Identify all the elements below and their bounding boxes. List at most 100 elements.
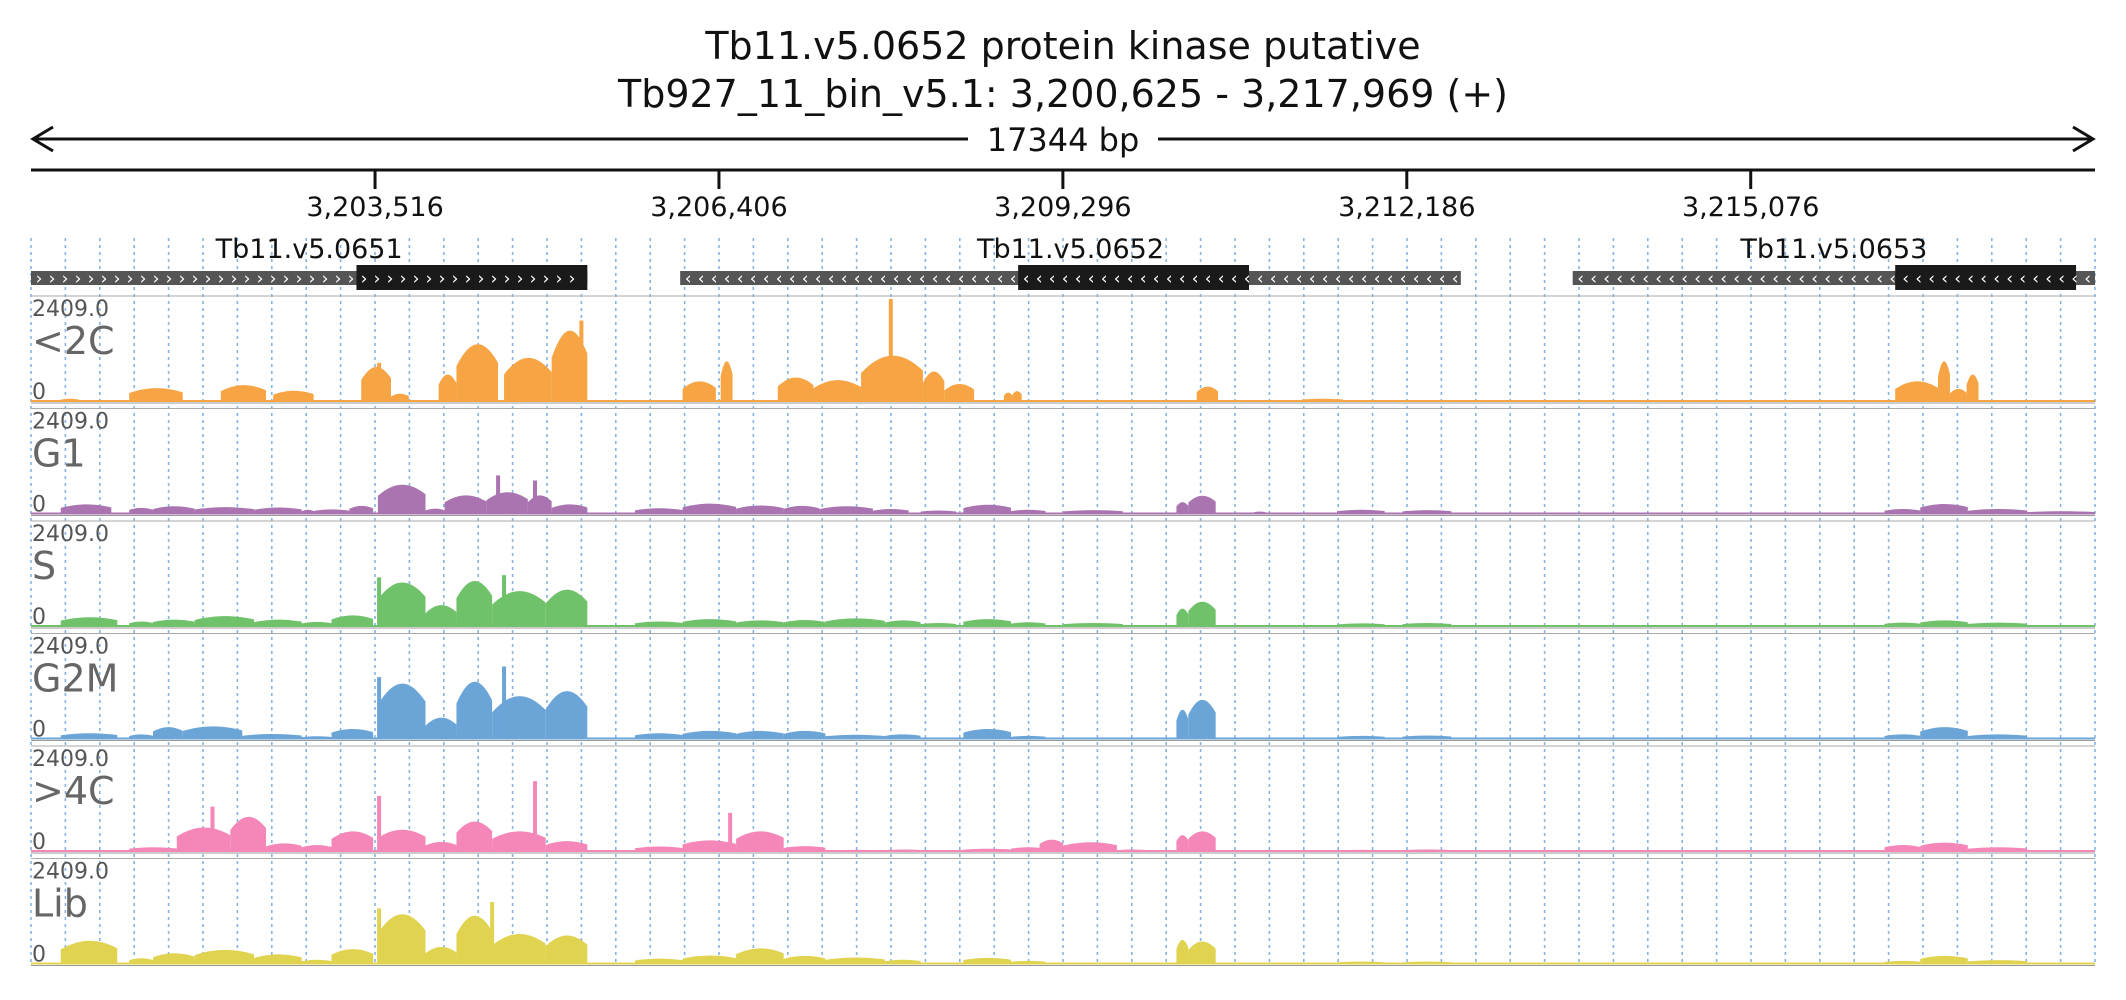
strand-chevron: › (439, 269, 446, 289)
coverage-peak (1920, 727, 1968, 739)
gene-label: Tb11.v5.0651 (215, 234, 403, 265)
strand-chevron: › (62, 269, 69, 289)
strand-chevron: ‹ (867, 269, 874, 289)
strand-chevron: ‹ (1283, 269, 1290, 289)
strand-chevron: › (205, 269, 212, 289)
coverage-peak (783, 955, 826, 964)
coverage-peak (456, 681, 493, 739)
coverage-peak (377, 484, 426, 514)
strand-chevron: › (478, 269, 485, 289)
strand-chevron: › (49, 269, 56, 289)
coverage-track: 2409.0 0 >4C (31, 745, 2095, 855)
strand-chevron: ‹ (2058, 269, 2065, 289)
coverage-peak (129, 958, 153, 964)
series-label: G2M (32, 657, 118, 701)
coverage-peak (634, 958, 683, 964)
coverage-peak (377, 829, 426, 851)
coverage-peak (1920, 504, 1968, 514)
coverage-peak (230, 816, 267, 851)
strand-chevron: ‹ (750, 269, 757, 289)
coverage-spike (377, 677, 382, 739)
coverage-peak (922, 371, 945, 401)
strand-chevron: ‹ (737, 269, 744, 289)
strand-chevron: › (244, 269, 251, 289)
coverage-peak (1920, 955, 1968, 964)
coverage-peak (736, 831, 784, 851)
coverage-peak (682, 381, 716, 401)
strand-chevron: ‹ (1720, 269, 1727, 289)
coverage-peak (492, 591, 546, 626)
strand-chevron: › (140, 269, 147, 289)
coverage-peak (152, 727, 183, 739)
strand-chevron: ‹ (711, 269, 718, 289)
coverage-spike (579, 320, 584, 401)
coverage-peak (242, 733, 302, 739)
strand-chevron: › (322, 269, 329, 289)
series-label: G1 (32, 432, 86, 476)
coverage-peak (254, 507, 302, 514)
coverage-peak (1188, 495, 1216, 514)
strand-chevron: ‹ (1153, 269, 1160, 289)
strand-chevron: › (335, 269, 342, 289)
coverage-peak (783, 619, 826, 626)
coverage-peak (492, 696, 546, 739)
coverage-peak (634, 733, 683, 739)
coverage-peak (819, 506, 873, 514)
coverage-peak (377, 683, 426, 739)
strand-chevron: › (101, 269, 108, 289)
coverage-peak (492, 933, 546, 964)
strand-chevron: ‹ (1374, 269, 1381, 289)
strand-chevron: ‹ (1335, 269, 1342, 289)
strand-chevron: ‹ (945, 269, 952, 289)
y-max-label: 2409.0 (32, 410, 109, 435)
strand-chevron: › (179, 269, 186, 289)
gene-cds-bar (1895, 265, 2077, 290)
coverage-peak (129, 734, 153, 739)
strand-chevron: › (348, 269, 355, 289)
coverage-peak (1188, 941, 1216, 964)
strand-chevron: ‹ (1062, 269, 1069, 289)
coverage-peak (1176, 940, 1189, 964)
strand-chevron: ‹ (854, 269, 861, 289)
strand-chevron: ‹ (789, 269, 796, 289)
strand-chevron: ‹ (1850, 269, 1857, 289)
coverage-peak (425, 841, 457, 851)
ruler-tick-label: 3,212,186 (1338, 192, 1475, 223)
coverage-peak (1920, 842, 1968, 851)
strand-chevron: › (426, 269, 433, 289)
coverage-spike (377, 795, 382, 851)
coverage-peak (1895, 381, 1939, 401)
strand-chevron: ‹ (1205, 269, 1212, 289)
coverage-peak (551, 504, 588, 514)
strand-chevron: ‹ (1590, 269, 1597, 289)
strand-chevron: ‹ (841, 269, 848, 289)
coverage-peak (783, 730, 826, 739)
coverage-peak (377, 914, 426, 964)
strand-chevron: ‹ (880, 269, 887, 289)
coverage-peak (682, 955, 737, 964)
strand-chevron: › (192, 269, 199, 289)
coverage-peak (456, 915, 493, 964)
coverage-peak (1063, 842, 1117, 851)
coverage-peak (492, 831, 546, 851)
y-max-label: 2409.0 (32, 635, 109, 660)
coverage-peak (1188, 831, 1216, 851)
coverage-peak (194, 949, 255, 964)
strand-chevron: › (36, 269, 43, 289)
series-label: Lib (32, 882, 88, 926)
strand-chevron: › (218, 269, 225, 289)
coverage-peak (1920, 620, 1968, 626)
gene-label: Tb11.v5.0653 (1739, 234, 1927, 265)
coverage-track: 2409.0 0 S (31, 520, 2095, 630)
coverage-peak (331, 615, 374, 626)
strand-chevron: › (296, 269, 303, 289)
strand-chevron: ‹ (1244, 269, 1251, 289)
strand-chevron: ‹ (958, 269, 965, 289)
strand-chevron: ‹ (1694, 269, 1701, 289)
coverage-peak (254, 619, 302, 626)
strand-chevron: ‹ (1413, 269, 1420, 289)
strand-chevron: ‹ (1629, 269, 1636, 289)
strand-chevron: ‹ (1218, 269, 1225, 289)
strand-chevron: ‹ (1049, 269, 1056, 289)
